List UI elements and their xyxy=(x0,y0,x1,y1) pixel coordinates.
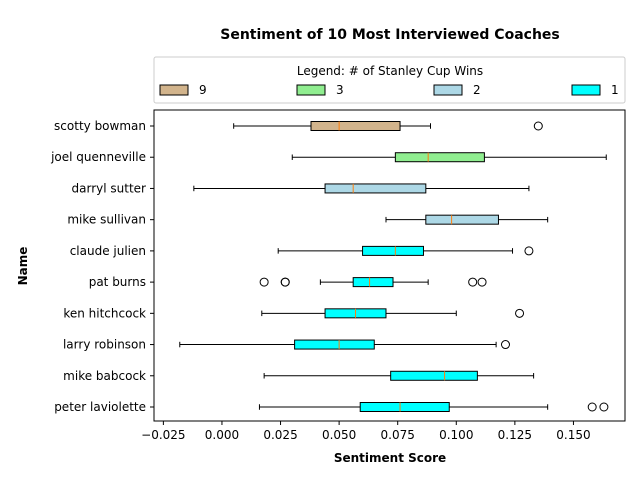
box-iqr xyxy=(362,245,424,256)
legend-label: 2 xyxy=(473,83,481,97)
outlier-point xyxy=(587,402,597,412)
legend-entries: 9 3 2 1 xyxy=(159,83,619,97)
y-tick-label: scotty bowman xyxy=(54,119,146,133)
outlier-point xyxy=(515,308,525,318)
box-iqr xyxy=(324,183,427,194)
x-tick-label: −0.025 xyxy=(141,428,185,442)
y-axis: scotty bowman joel quenneville darryl sutt… xyxy=(50,119,154,414)
box-claude-julien xyxy=(277,245,534,256)
outlier-point xyxy=(533,121,543,131)
outlier-point xyxy=(468,277,478,287)
y-tick-label: joel quenneville xyxy=(50,150,146,164)
y-tick-label: darryl sutter xyxy=(72,181,147,195)
plot-area xyxy=(153,109,626,422)
legend-label: 1 xyxy=(611,83,619,97)
box-iqr xyxy=(390,370,478,381)
y-tick-label: mike babcock xyxy=(63,369,146,383)
box-iqr xyxy=(294,339,375,350)
legend-swatch xyxy=(159,84,189,96)
x-tick-label: 0.025 xyxy=(263,428,297,442)
y-axis-label: Name xyxy=(16,247,30,286)
outlier-point xyxy=(280,277,290,287)
box-larry-robinson xyxy=(179,339,510,350)
box-mike-sullivan xyxy=(385,214,549,225)
chart-title: Sentiment of 10 Most Interviewed Coaches xyxy=(220,27,560,43)
box-joel-quenneville xyxy=(291,152,607,163)
legend-title: Legend: # of Stanley Cup Wins xyxy=(297,64,483,78)
legend-label: 9 xyxy=(199,83,207,97)
outlier-point xyxy=(524,246,534,256)
outlier-point xyxy=(477,277,487,287)
y-tick-label: ken hitchcock xyxy=(63,306,146,320)
box-iqr xyxy=(425,214,499,225)
box-ken-hitchcock xyxy=(261,308,525,319)
box-darryl-sutter xyxy=(193,183,530,194)
y-tick-label: mike sullivan xyxy=(67,213,146,227)
box-scotty-bowman xyxy=(233,121,543,131)
x-tick-label: 0.075 xyxy=(381,428,415,442)
box-pat-burns xyxy=(259,277,487,288)
legend: Legend: # of Stanley Cup Wins 9 3 2 1 xyxy=(153,56,626,104)
box-iqr xyxy=(394,152,485,163)
legend-swatch xyxy=(296,84,326,96)
outlier-point xyxy=(599,402,609,412)
box-iqr xyxy=(310,121,401,131)
y-tick-label: claude julien xyxy=(70,244,146,258)
box-iqr xyxy=(359,402,450,412)
x-tick-label: 0.100 xyxy=(439,428,473,442)
legend-label: 3 xyxy=(336,83,344,97)
x-tick-label: 0.150 xyxy=(556,428,590,442)
y-tick-label: peter laviolette xyxy=(54,400,146,414)
x-tick-label: 0.125 xyxy=(498,428,532,442)
x-tick-label: 0.000 xyxy=(205,428,239,442)
legend-swatch xyxy=(433,84,463,96)
legend-frame xyxy=(153,56,626,104)
y-tick-label: larry robinson xyxy=(63,338,146,352)
y-tick-label: pat burns xyxy=(89,275,146,289)
legend-swatch xyxy=(571,84,601,96)
x-axis: −0.025 0.000 0.025 0.050 0.075 0.100 0.125 0.15… xyxy=(141,421,591,442)
box-mike-babcock xyxy=(263,370,535,381)
boxes xyxy=(179,121,609,412)
box-iqr xyxy=(352,277,394,288)
x-axis-label: Sentiment Score xyxy=(334,451,446,465)
outlier-point xyxy=(500,340,510,350)
outlier-point xyxy=(259,277,269,287)
x-tick-label: 0.050 xyxy=(322,428,356,442)
box-peter-laviolette xyxy=(258,402,609,412)
